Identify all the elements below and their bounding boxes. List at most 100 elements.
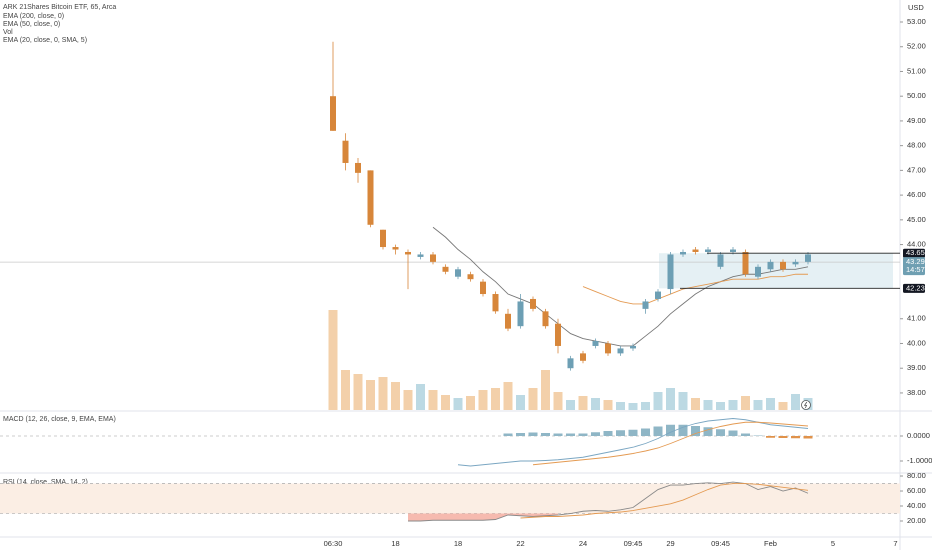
histogram-bar bbox=[628, 429, 638, 436]
candle-body bbox=[405, 251, 411, 255]
volume-bar bbox=[503, 382, 513, 410]
candle-body bbox=[780, 261, 786, 270]
histogram-bar bbox=[553, 433, 563, 436]
volume-bar bbox=[541, 370, 550, 410]
histogram-bar bbox=[678, 424, 688, 436]
histogram-bar bbox=[741, 433, 750, 436]
x-tick-label: 09:45 bbox=[711, 539, 730, 548]
x-tick-label: Feb bbox=[764, 539, 777, 548]
last-price-label: 43.29 bbox=[906, 257, 925, 266]
candle-body bbox=[342, 140, 349, 163]
histogram-bar bbox=[703, 427, 713, 436]
indicator-line bbox=[532, 421, 809, 466]
volume-bar bbox=[328, 310, 338, 410]
level-label: 43.65 bbox=[906, 248, 925, 257]
x-tick-label: 5 bbox=[831, 539, 835, 548]
volume-bar bbox=[766, 398, 775, 410]
histogram-bar bbox=[616, 430, 625, 436]
volume-bar bbox=[628, 403, 638, 410]
y-tick-label: 48.00 bbox=[907, 141, 926, 150]
candle-body bbox=[592, 341, 599, 346]
volume-bar bbox=[603, 400, 613, 410]
x-tick-label: 29 bbox=[666, 539, 674, 548]
candle-body bbox=[467, 274, 474, 280]
histogram-bar bbox=[803, 436, 813, 439]
y-tick-label: 44.00 bbox=[907, 240, 926, 249]
volume-bar bbox=[453, 398, 463, 410]
countdown-label: 14:57 bbox=[906, 265, 925, 274]
indicator-line bbox=[457, 418, 809, 467]
candle-body bbox=[792, 261, 799, 265]
volume-bar bbox=[641, 402, 650, 410]
candle-body bbox=[767, 261, 774, 270]
indicator-line bbox=[520, 483, 809, 519]
volume-bar bbox=[441, 395, 450, 410]
candle-body bbox=[755, 266, 761, 277]
volume-bar bbox=[553, 392, 563, 410]
volume-bar bbox=[591, 398, 600, 410]
x-tick-label: 18 bbox=[391, 539, 399, 548]
y-tick-label: 47.00 bbox=[907, 165, 926, 174]
volume-bar bbox=[653, 392, 663, 410]
indicator-line bbox=[582, 273, 808, 305]
price-tag bbox=[903, 257, 925, 276]
volume-bar bbox=[416, 384, 425, 410]
y-tick-label: -1.0000 bbox=[907, 456, 932, 465]
histogram-bar bbox=[691, 426, 700, 436]
histogram-bar bbox=[528, 432, 538, 436]
candle-body bbox=[555, 323, 561, 346]
y-tick-label: 0.0000 bbox=[907, 431, 930, 440]
volume-bar bbox=[466, 396, 475, 410]
level-label: 42.23 bbox=[906, 283, 925, 292]
candle-body bbox=[692, 249, 699, 252]
candle-body bbox=[580, 353, 586, 361]
candle-body bbox=[355, 162, 361, 173]
y-tick-label: 45.00 bbox=[907, 215, 926, 224]
candle-body bbox=[480, 281, 486, 295]
y-tick-label: 53.00 bbox=[907, 17, 926, 26]
histogram-bar bbox=[516, 433, 525, 436]
candle-body bbox=[442, 266, 449, 272]
y-tick-label: 49.00 bbox=[907, 116, 926, 125]
legend-entry: EMA (20, close, 0, SMA, 5) bbox=[3, 37, 87, 44]
candle-body bbox=[505, 313, 511, 329]
volume-bar bbox=[566, 400, 575, 410]
y-tick-label: 52.00 bbox=[907, 42, 926, 51]
histogram-bar bbox=[653, 426, 663, 436]
volume-bar bbox=[578, 396, 588, 410]
histogram-bar bbox=[766, 436, 775, 438]
candle-body bbox=[805, 254, 811, 262]
candle-body bbox=[380, 229, 386, 248]
y-tick-label: 38.00 bbox=[907, 388, 926, 397]
volume-bar bbox=[678, 392, 688, 410]
volume-bar bbox=[516, 395, 525, 410]
candle-body bbox=[430, 254, 436, 262]
volume-bar bbox=[378, 377, 388, 410]
candle-body bbox=[617, 348, 624, 354]
candle-body bbox=[567, 358, 574, 369]
candle-body bbox=[392, 247, 399, 250]
volume-bar bbox=[341, 370, 350, 410]
x-tick-label: 18 bbox=[454, 539, 462, 548]
legend-entry: EMA (200, close, 0) bbox=[3, 13, 64, 20]
volume-bar bbox=[428, 390, 438, 410]
replay-icon[interactable] bbox=[801, 400, 811, 410]
candle-body bbox=[530, 298, 536, 309]
volume-bar bbox=[616, 402, 625, 410]
volume-bar bbox=[353, 374, 363, 410]
y-tick-label: 20.00 bbox=[907, 516, 926, 525]
legend-entry: EMA (50, close, 0) bbox=[3, 21, 60, 28]
volume-bar bbox=[728, 400, 738, 410]
candle-body bbox=[730, 249, 736, 252]
volume-bar bbox=[741, 396, 750, 410]
histogram-bar bbox=[566, 433, 575, 436]
candle-body bbox=[630, 345, 636, 349]
candle-body bbox=[517, 301, 524, 327]
histogram-bar bbox=[641, 428, 650, 436]
candle-body bbox=[542, 311, 549, 327]
volume-bar bbox=[778, 402, 788, 410]
y-tick-label: 40.00 bbox=[907, 501, 926, 510]
x-tick-label: 24 bbox=[579, 539, 587, 548]
volume-bar bbox=[666, 388, 675, 410]
histogram-bar bbox=[753, 435, 763, 436]
